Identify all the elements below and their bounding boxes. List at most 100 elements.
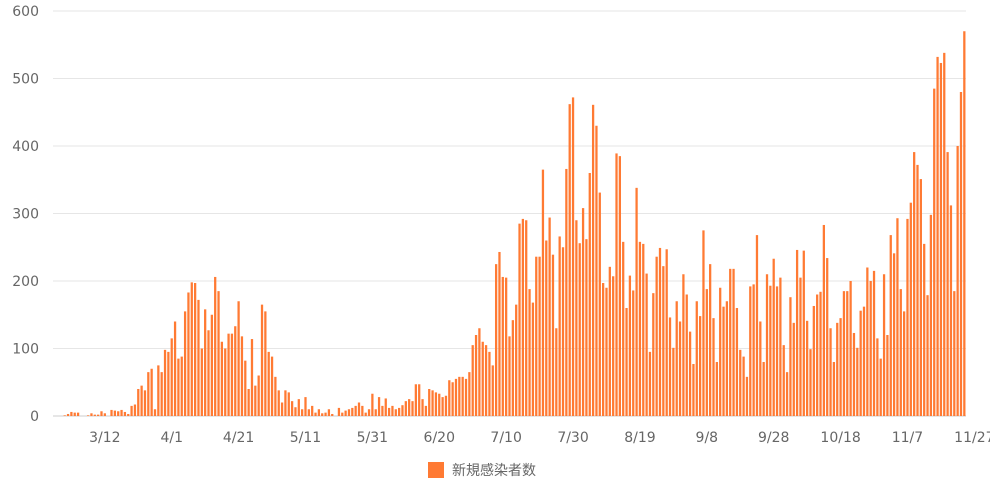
bar[interactable]: [100, 411, 103, 416]
bar[interactable]: [642, 243, 645, 417]
bar[interactable]: [357, 402, 361, 417]
bar[interactable]: [321, 413, 324, 416]
bar[interactable]: [137, 389, 140, 416]
bar[interactable]: [678, 321, 682, 417]
bar[interactable]: [949, 205, 953, 416]
bar[interactable]: [240, 336, 244, 416]
bar[interactable]: [130, 405, 133, 417]
bar[interactable]: [919, 179, 922, 416]
bar[interactable]: [90, 413, 93, 416]
bar[interactable]: [652, 293, 655, 416]
bar[interactable]: [632, 290, 635, 416]
bar[interactable]: [270, 356, 274, 416]
bar[interactable]: [508, 336, 511, 416]
bar[interactable]: [381, 405, 384, 417]
bar[interactable]: [628, 275, 632, 416]
bar[interactable]: [431, 390, 434, 416]
bar[interactable]: [247, 389, 250, 416]
bar[interactable]: [337, 407, 341, 416]
bar[interactable]: [351, 407, 354, 416]
bar[interactable]: [929, 214, 933, 416]
bar[interactable]: [658, 247, 662, 416]
bar[interactable]: [869, 281, 872, 416]
bar[interactable]: [120, 409, 123, 416]
bar[interactable]: [361, 405, 364, 417]
bar[interactable]: [367, 409, 371, 416]
bar[interactable]: [277, 390, 280, 416]
bar[interactable]: [816, 294, 819, 417]
bar[interactable]: [461, 376, 464, 416]
bar[interactable]: [73, 412, 76, 417]
bar[interactable]: [732, 268, 735, 416]
bar[interactable]: [528, 289, 531, 416]
bar[interactable]: [364, 412, 367, 417]
bar[interactable]: [314, 412, 317, 417]
bar[interactable]: [501, 276, 504, 416]
bar[interactable]: [595, 125, 598, 416]
bar[interactable]: [551, 254, 555, 416]
bar[interactable]: [719, 287, 722, 416]
bar[interactable]: [484, 345, 488, 417]
bar[interactable]: [204, 309, 207, 416]
bar[interactable]: [655, 256, 658, 416]
bar[interactable]: [906, 218, 909, 416]
bar[interactable]: [598, 192, 601, 416]
bar[interactable]: [581, 208, 585, 416]
bar[interactable]: [481, 341, 484, 416]
bar[interactable]: [163, 349, 167, 416]
bar[interactable]: [464, 378, 468, 417]
bar[interactable]: [879, 358, 882, 417]
bar[interactable]: [933, 88, 936, 417]
bar[interactable]: [404, 401, 407, 416]
bar[interactable]: [170, 338, 173, 417]
bar[interactable]: [494, 264, 498, 417]
bar[interactable]: [953, 291, 956, 417]
bar[interactable]: [608, 266, 611, 416]
bar[interactable]: [826, 258, 829, 416]
bar[interactable]: [344, 410, 347, 416]
bar[interactable]: [558, 236, 561, 416]
bar[interactable]: [123, 411, 127, 416]
bar[interactable]: [902, 311, 906, 417]
bar[interactable]: [103, 413, 106, 416]
bar[interactable]: [301, 409, 304, 416]
bar[interactable]: [538, 256, 541, 416]
bar[interactable]: [775, 286, 779, 416]
bar[interactable]: [220, 341, 224, 416]
bar[interactable]: [173, 321, 177, 417]
bar[interactable]: [294, 407, 297, 416]
bar[interactable]: [214, 276, 217, 416]
bar[interactable]: [913, 152, 916, 416]
bar[interactable]: [939, 62, 943, 416]
bar[interactable]: [545, 240, 548, 417]
bar[interactable]: [899, 289, 902, 416]
bar[interactable]: [280, 402, 284, 417]
bar[interactable]: [458, 376, 461, 416]
bar[interactable]: [237, 301, 240, 416]
bar[interactable]: [862, 306, 866, 416]
bar[interactable]: [398, 407, 401, 416]
bar[interactable]: [772, 258, 775, 416]
bar[interactable]: [762, 362, 765, 416]
bar[interactable]: [668, 317, 672, 416]
bar[interactable]: [792, 322, 795, 416]
bar[interactable]: [832, 362, 836, 416]
bar[interactable]: [491, 365, 494, 417]
bar[interactable]: [765, 274, 769, 416]
bar[interactable]: [755, 235, 759, 416]
bar[interactable]: [568, 104, 571, 417]
bar[interactable]: [672, 347, 675, 416]
bar[interactable]: [113, 410, 116, 416]
bar[interactable]: [143, 390, 147, 416]
bar[interactable]: [789, 297, 792, 416]
bar[interactable]: [946, 152, 949, 416]
bar[interactable]: [963, 31, 966, 416]
bar[interactable]: [561, 247, 565, 416]
bar[interactable]: [224, 348, 227, 417]
bar[interactable]: [110, 409, 113, 416]
bar[interactable]: [759, 321, 762, 417]
bar[interactable]: [488, 351, 491, 417]
bar[interactable]: [127, 413, 130, 416]
bar[interactable]: [234, 326, 237, 416]
bar[interactable]: [150, 368, 153, 416]
